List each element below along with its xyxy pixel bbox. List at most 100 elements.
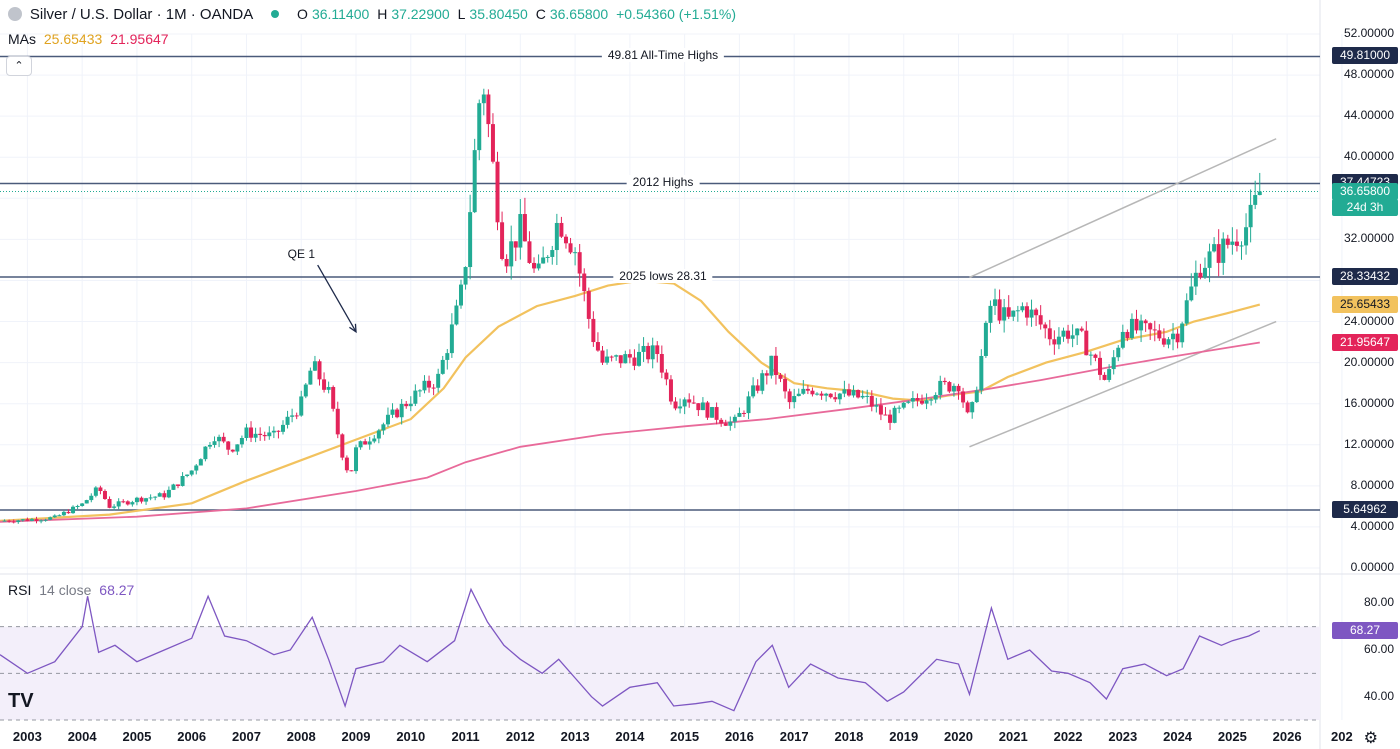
countdown-tag: 24d 3h: [1332, 198, 1398, 216]
candle-body: [842, 389, 847, 394]
candle-body: [372, 438, 377, 442]
gear-icon[interactable]: ⚙: [1363, 730, 1378, 747]
candle-body: [522, 214, 527, 242]
candle-body: [691, 402, 696, 404]
candle-body: [427, 380, 432, 388]
x-tick-label: 2014: [615, 729, 645, 744]
candle-body: [833, 397, 838, 400]
horizontal-level-tag: 5.64962: [1332, 500, 1398, 518]
candle-body: [673, 401, 678, 409]
candle-body: [979, 355, 984, 391]
candle-body: [1230, 241, 1235, 245]
candle-body: [518, 214, 523, 248]
close-value: 36.65800: [549, 6, 609, 22]
candle-body: [1070, 335, 1075, 339]
candle-body: [449, 324, 454, 354]
candle-body: [1107, 369, 1112, 380]
tradingview-logo[interactable]: TV: [8, 690, 34, 712]
candle-body: [801, 388, 806, 394]
candle-body: [815, 393, 820, 395]
candle-body: [961, 391, 966, 403]
candle-body: [422, 380, 427, 391]
rsi-value-tag: 68.27: [1332, 621, 1398, 639]
candle-body: [559, 222, 564, 237]
symbol-title[interactable]: Silver / U.S. Dollar · 1M · OANDA: [29, 6, 254, 23]
annotations[interactable]: [317, 264, 357, 334]
horizontal-level-tag: 28.33432: [1332, 268, 1398, 286]
candle-body: [938, 380, 943, 395]
candle-body: [892, 407, 897, 423]
candle-body: [1175, 333, 1180, 343]
trendlines[interactable]: [969, 138, 1277, 448]
x-tick-label: 2025: [1217, 729, 1247, 744]
candle-body: [34, 519, 39, 522]
candle-body: [591, 318, 596, 343]
rsi-legend[interactable]: RSI 14 close 68.27: [8, 582, 138, 598]
candle-body: [1139, 320, 1144, 331]
y-tick-label: 8.00000: [1350, 477, 1394, 492]
candle-body: [166, 489, 171, 498]
x-tick-label: 2009: [341, 729, 371, 744]
horizontal-level-label: 2012 Highs: [626, 175, 700, 190]
candle-body: [915, 398, 920, 401]
trendline[interactable]: [969, 320, 1277, 448]
close-key: C: [535, 6, 546, 22]
ma-fast-value: 25.65433: [43, 31, 103, 47]
candle-body: [121, 501, 126, 503]
annotation-label[interactable]: QE 1: [287, 247, 316, 262]
candle-body: [947, 382, 952, 392]
candle-body: [1244, 227, 1249, 246]
candle-body: [888, 414, 893, 423]
candle-body: [198, 459, 203, 466]
candle-body: [490, 124, 495, 162]
candle-body: [627, 354, 632, 358]
candle-body: [20, 519, 25, 521]
candle-body: [1075, 328, 1080, 336]
candle-body: [541, 257, 546, 264]
candle-body: [431, 387, 436, 389]
candle-body: [737, 412, 742, 417]
candle-body: [349, 470, 354, 472]
candle-body: [897, 407, 902, 409]
candle-body: [2, 520, 7, 522]
y-tick-label: 44.00000: [1343, 108, 1394, 123]
candle-body: [846, 389, 851, 396]
candle-body: [381, 424, 386, 431]
candle-body: [48, 517, 53, 520]
candle-body: [66, 511, 71, 514]
candle-body: [705, 402, 710, 418]
candle-body: [39, 520, 44, 522]
annotation-arrow[interactable]: [317, 264, 357, 333]
candle-body: [810, 390, 815, 395]
candle-body: [641, 345, 646, 352]
candle-body: [130, 502, 135, 505]
candle-body: [632, 357, 637, 366]
candle-body: [600, 350, 605, 363]
candle-body: [285, 416, 290, 425]
candle-body: [1161, 338, 1166, 345]
candle-body: [107, 498, 112, 508]
moving-averages: [0, 279, 1261, 523]
candle-body: [1189, 286, 1194, 301]
candle-body: [988, 305, 993, 323]
candle-body: [185, 474, 190, 476]
candle-body: [956, 385, 961, 392]
candle-body: [1216, 244, 1221, 263]
candle-body: [723, 423, 728, 426]
candle-body: [385, 414, 390, 425]
x-tick-label: 2004: [67, 729, 97, 744]
x-tick-label: 2019: [889, 729, 919, 744]
ma-label: MAs: [8, 31, 36, 47]
y-tick-label: 40.00000: [1343, 149, 1394, 164]
trendline[interactable]: [969, 138, 1277, 279]
candle-body: [614, 355, 619, 357]
candle-body: [445, 353, 450, 360]
candle-body: [970, 402, 975, 413]
x-tick-label: 2013: [560, 729, 590, 744]
candle-body: [249, 427, 254, 438]
symbol-legend[interactable]: Silver / U.S. Dollar · 1M · OANDA O 36.11…: [8, 6, 740, 23]
candle-body: [11, 521, 16, 523]
collapse-legend-button[interactable]: ⌃: [6, 56, 32, 76]
ma-legend[interactable]: MAs 25.65433 21.95647: [8, 31, 173, 47]
